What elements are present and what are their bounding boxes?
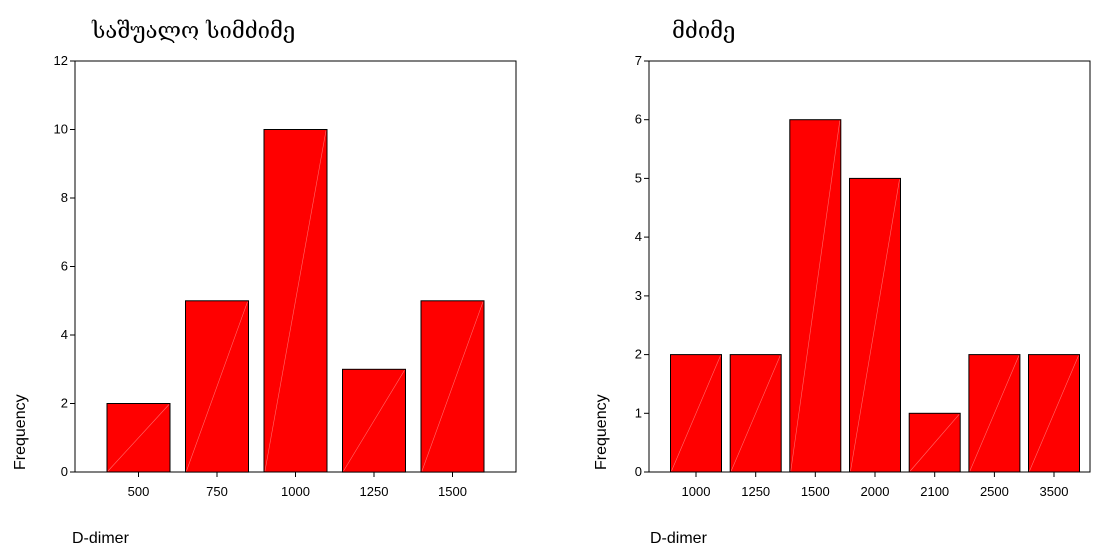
chart-right-bar-shading-2500 (969, 355, 1020, 472)
chart-right-bar-shading-1500 (790, 120, 841, 472)
chart-right-ytick-label-3: 3 (635, 288, 642, 303)
chart-left-ytick-label-4: 4 (61, 327, 68, 342)
chart-right-title: მძიმე (672, 19, 735, 44)
chart-right-bars (670, 119, 1080, 473)
chart-left-xtick-label-1250: 1250 (360, 484, 389, 499)
chart-left-x-axis: 500 750 1000 1250 1500 (128, 472, 467, 499)
chart-right-ytick-label-7: 7 (635, 53, 642, 68)
chart-right-bar-shading-1000 (671, 355, 721, 472)
chart-right-bar-shading-3500 (1029, 355, 1079, 472)
chart-right-x-axis: 1000 1250 1500 2000 2100 2500 3500 (682, 472, 1069, 499)
chart-right-ytick-label-6: 6 (635, 112, 642, 127)
chart-right-bar-shading-2000 (850, 179, 900, 472)
chart-right-ytick-label-2: 2 (635, 347, 642, 362)
chart-left-xtick-label-750: 750 (206, 484, 228, 499)
chart-left-ytick-label-12: 12 (54, 53, 68, 68)
chart-right-ytick-label-0: 0 (635, 464, 642, 479)
chart-left-bar-shading-500 (107, 404, 170, 472)
chart-left-ytick-label-8: 8 (61, 190, 68, 205)
chart-right-xtick-label-2000: 2000 (861, 484, 890, 499)
chart-left-xtick-label-1000: 1000 (281, 484, 310, 499)
chart-right-xtick-label-1250: 1250 (741, 484, 770, 499)
chart-left-ytick-label-0: 0 (61, 464, 68, 479)
chart-left-bars (106, 129, 485, 473)
chart-left-bar-shading-1000 (264, 130, 327, 472)
chart-left-ytick-label-2: 2 (61, 396, 68, 411)
chart-right-bar-shading-1250 (730, 355, 781, 472)
chart-right-xtick-label-2500: 2500 (980, 484, 1009, 499)
chart-right-ylabel: Frequency (593, 394, 610, 470)
chart-left-bar-shading-1250 (343, 370, 405, 472)
chart-right-ytick-label-5: 5 (635, 170, 642, 185)
chart-left: საშუალო სიმძიმე Frequency D-dimer 0 2 4 6 8 1… (12, 19, 517, 547)
chart-left-title: საშუალო სიმძიმე (91, 19, 295, 44)
chart-right-xtick-label-1500: 1500 (801, 484, 830, 499)
chart-left-xtick-label-1500: 1500 (438, 484, 467, 499)
chart-left-ylabel: Frequency (12, 394, 29, 470)
chart-right-bar-shading-2100 (909, 414, 960, 472)
chart-right-ytick-label-1: 1 (635, 405, 642, 420)
chart-left-bar-shading-1500 (421, 301, 484, 472)
chart-left-xlabel: D-dimer (72, 530, 130, 547)
chart-right: მძიმე Frequency D-dimer 0 1 2 3 4 5 6 7 1000 125… (593, 19, 1091, 547)
chart-right-xtick-label-1000: 1000 (682, 484, 711, 499)
chart-left-ytick-label-6: 6 (61, 259, 68, 274)
chart-right-xtick-label-2100: 2100 (920, 484, 949, 499)
chart-left-bar-shading-750 (186, 301, 248, 472)
chart-right-ytick-label-4: 4 (635, 229, 642, 244)
chart-left-ytick-label-10: 10 (54, 122, 68, 137)
chart-left-xtick-label-500: 500 (128, 484, 150, 499)
chart-right-xtick-label-3500: 3500 (1040, 484, 1069, 499)
chart-right-xlabel: D-dimer (650, 530, 708, 547)
chart-right-y-axis: 0 1 2 3 4 5 6 7 (635, 53, 649, 479)
chart-left-y-axis: 0 2 4 6 8 10 12 (54, 53, 75, 479)
